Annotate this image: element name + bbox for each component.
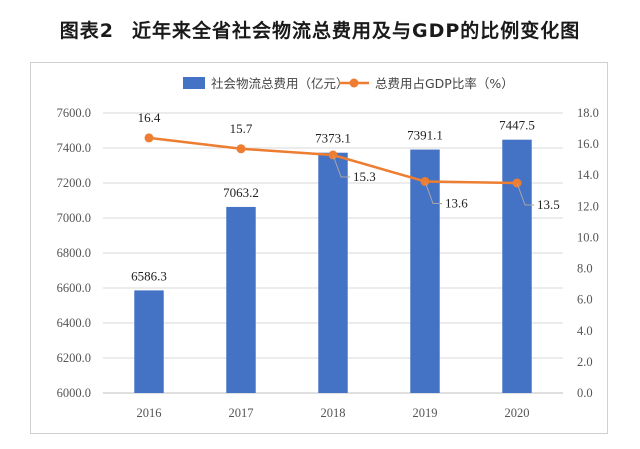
y-right-tick-label: 0.0 xyxy=(577,386,593,400)
ratio-point xyxy=(144,133,154,143)
y-right-tick-label: 18.0 xyxy=(577,106,599,120)
legend-bar-swatch xyxy=(183,77,205,89)
ratio-data-label: 13.6 xyxy=(445,195,468,210)
chart-panel: 6000.0 6200.0 6400.0 6600.0 6800.0 7000.0 7200… xyxy=(30,62,608,434)
y-left-tick-label: 7200.0 xyxy=(57,176,91,190)
x-tick-label: 2018 xyxy=(321,406,346,420)
ratio-point xyxy=(236,144,246,154)
bar-data-label: 7391.1 xyxy=(407,128,443,143)
bar xyxy=(410,149,440,393)
bar-data-label: 6586.3 xyxy=(131,268,167,283)
figure-title-row: 图表2 近年来全省社会物流总费用及与GDP的比例变化图 xyxy=(0,16,640,43)
label-leader-line xyxy=(332,154,350,178)
y-right-tick-label: 16.0 xyxy=(577,137,599,151)
figure-title: 近年来全省社会物流总费用及与GDP的比例变化图 xyxy=(131,20,581,42)
y-right-tick-label: 14.0 xyxy=(577,168,599,182)
y-left-tick-label: 7400.0 xyxy=(57,141,91,155)
bar-data-label: 7447.5 xyxy=(499,118,535,133)
y-left-tick-label: 6600.0 xyxy=(57,281,91,295)
ratio-data-label: 15.7 xyxy=(230,121,253,136)
combo-chart: 6000.0 6200.0 6400.0 6600.0 6800.0 7000.0 7200… xyxy=(57,76,599,420)
label-leader-line xyxy=(424,181,442,204)
bar-data-label: 7063.2 xyxy=(223,185,259,200)
x-tick-label: 2017 xyxy=(229,406,254,420)
ratio-data-label: 13.5 xyxy=(537,197,560,212)
y-left-tick-label: 6800.0 xyxy=(57,246,91,260)
y-left-tick-label: 7000.0 xyxy=(57,211,91,225)
x-tick-label: 2020 xyxy=(505,406,530,420)
x-tick-label: 2016 xyxy=(137,406,162,420)
legend-line-label: 总费用占GDP比率（%） xyxy=(375,76,514,91)
bar-data-label: 7373.1 xyxy=(315,131,351,146)
y-left-tick-label: 6000.0 xyxy=(57,386,91,400)
y-right-tick-label: 6.0 xyxy=(577,293,593,307)
y-left-tick-label: 7600.0 xyxy=(57,106,91,120)
y-left-tick-label: 6400.0 xyxy=(57,316,91,330)
y-left-tick-label: 6200.0 xyxy=(57,351,91,365)
y-right-tick-label: 10.0 xyxy=(577,230,599,244)
legend-line-marker xyxy=(349,78,359,88)
bar xyxy=(502,139,532,393)
ratio-data-label: 16.4 xyxy=(138,110,161,125)
y-right-tick-label: 4.0 xyxy=(577,324,593,338)
x-tick-label: 2019 xyxy=(413,406,438,420)
legend-bar-label: 社会物流总费用（亿元） xyxy=(211,76,349,91)
y-right-tick-label: 12.0 xyxy=(577,199,599,213)
bar xyxy=(134,290,164,393)
figure-number: 图表2 xyxy=(59,20,114,42)
ratio-data-label: 15.3 xyxy=(353,169,376,184)
label-leader-line xyxy=(516,182,534,206)
bar xyxy=(318,152,348,393)
bar xyxy=(226,206,256,393)
y-right-tick-label: 8.0 xyxy=(577,262,593,276)
y-right-tick-label: 2.0 xyxy=(577,355,593,369)
